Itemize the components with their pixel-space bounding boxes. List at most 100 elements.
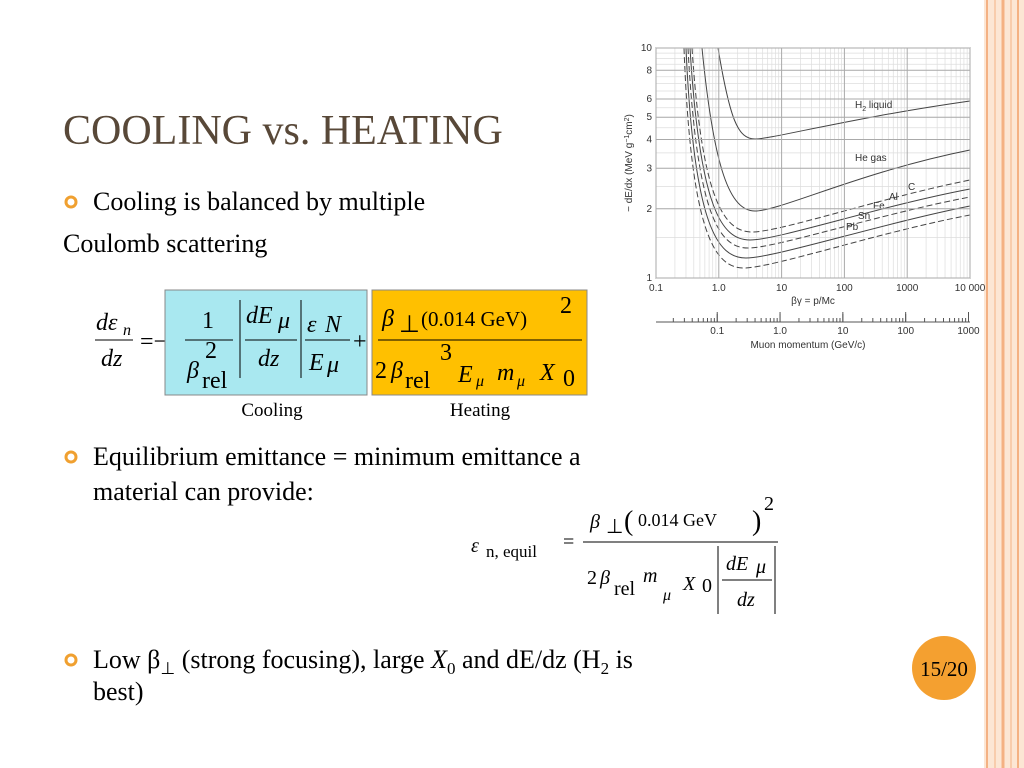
bullet-icon [64,653,78,667]
math: 2 [587,567,597,589]
text-run: (strong focusing), large [175,645,431,674]
math: E [308,350,324,376]
curve-label: Pb [846,222,859,233]
math: ⊥ [399,312,420,338]
math: 0.014 GeV [638,510,717,530]
x-tick-label: 1000 [896,283,919,294]
curve [691,47,971,233]
math: X [539,360,556,386]
superscript: 2 [624,117,631,121]
x2-tick-label: 0.1 [710,326,724,337]
math: β [599,567,610,589]
math: μ [326,352,339,378]
math: β [589,511,600,533]
x2-tick-label: 1.0 [773,326,787,337]
math: μ [277,308,290,334]
math: β [186,358,199,384]
curve-label: Fe [873,201,885,212]
curve-label: He gas [855,153,887,164]
text-run: ) [624,114,635,117]
y-tick-label: 1 [646,273,652,284]
y-tick-label: 5 [646,112,652,123]
page-number: 15/20 [920,657,968,681]
curve [701,47,971,212]
subscript: 0 [447,659,456,678]
page-badge [912,636,976,700]
math: rel [614,578,636,600]
curve-label: H2 liquid [855,100,892,113]
curve-label: C [908,182,915,193]
bullet-icon [64,195,78,209]
text-run: and dE/dz (H [455,645,600,674]
math: + [353,329,367,355]
text-run: liquid [866,100,892,111]
x2-tick-label: 100 [897,326,914,337]
bullet-text: Equilibrium emittance = minimum emittanc… [93,442,581,471]
math: ⊥ [606,516,623,538]
y-tick-label: 10 [641,43,653,54]
equation-cooling-heating: dε n dz =− 1 β 2 rel dE μ dz ε N E μ + β… [95,289,588,396]
math: 0 [702,575,712,597]
math: m [497,360,514,386]
x-tick-label: 0.1 [649,283,663,294]
text-run: is [609,645,633,674]
curve [685,47,971,259]
curve [717,47,971,140]
math: rel [202,368,228,394]
math: dE [246,303,273,329]
x-axis-label: βγ = p/Mc [791,296,835,307]
math: ε [307,312,317,338]
bullet-text: Cooling is balanced by multiple [93,187,425,216]
edge-stripes [984,0,1024,768]
math: 2 [560,293,572,319]
dedx-figure: H2 liquid He gas C Al Fe Sn Pb − dE/dx (… [624,43,986,351]
math: 2 [375,358,387,384]
bullet-text: Coulomb scattering [63,229,267,258]
subscript: 2 [601,659,610,678]
math: dz [258,346,280,372]
math: ε [471,535,479,557]
x-tick-label: 100 [836,283,853,294]
math: m [643,565,657,587]
bullet-text: best) [93,677,144,706]
math: n [123,322,131,339]
subscript: ⊥ [160,659,175,678]
bullet-text: Low β⊥ (strong focusing), large X0 and d… [93,645,633,678]
bullet-icon [64,450,78,464]
text-run: cm [624,121,635,134]
y-axis-label: − dE/dx (MeV g−1cm2) [624,114,635,212]
bullet-text: material can provide: [93,477,314,506]
math: μ [662,587,671,604]
math: 0 [563,366,575,392]
math: ) [752,506,761,537]
math: =− [140,329,167,355]
math: β [381,306,394,332]
math: = [563,531,574,553]
box-label: Cooling [241,400,303,421]
math: dε [96,310,118,336]
curve [683,47,971,269]
text-run: Low β [93,645,160,674]
curve-label: Sn [858,211,870,222]
plot-frame [655,47,971,279]
math: E [457,362,473,388]
superscript: −1 [624,135,631,143]
x-tick-label: 10 [776,283,788,294]
math: rel [405,368,431,394]
y-tick-label: 4 [646,135,652,146]
x2-tick-label: 1000 [957,326,980,337]
x-tick-label: 10 000 [955,283,986,294]
text-run: H [855,100,862,111]
y-tick-label: 3 [646,163,652,174]
text-run: X [430,645,448,674]
math: β [390,358,403,384]
x-tick-label: 1.0 [712,283,726,294]
curve-label: Al [889,192,898,203]
math: μ [516,373,525,390]
subscript: 2 [862,106,866,113]
math: dE [726,553,748,575]
math: dz [737,589,755,611]
math: 2 [205,338,217,364]
math: 1 [202,308,214,334]
x2-tick-label: 10 [837,326,849,337]
